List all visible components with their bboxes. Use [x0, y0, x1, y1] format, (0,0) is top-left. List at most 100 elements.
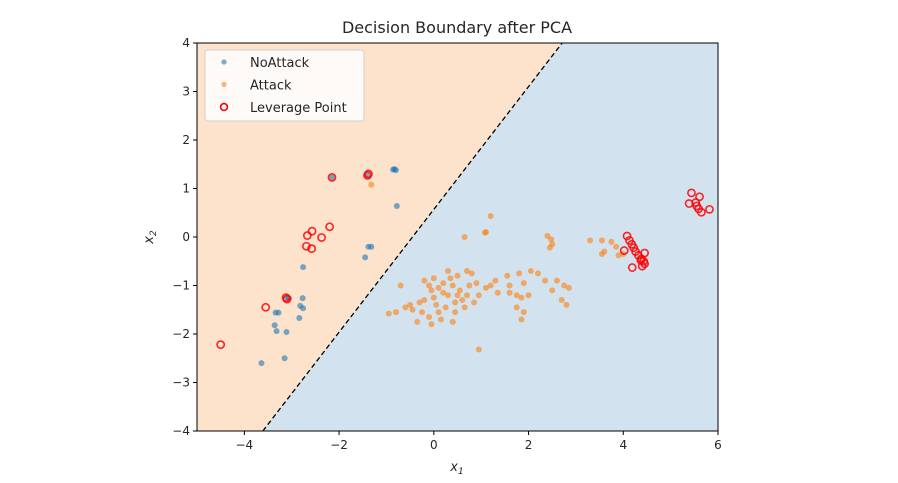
- attack-point: [558, 297, 565, 304]
- plot-area: [196, 42, 719, 432]
- attack-point: [442, 304, 449, 311]
- attack-point: [615, 252, 622, 259]
- attack-point: [449, 282, 456, 289]
- x-tick-label: 2: [525, 438, 533, 452]
- attack-point: [520, 309, 527, 316]
- leverage-point: [697, 207, 706, 217]
- leverage-point: [687, 188, 696, 198]
- attack-point: [482, 284, 489, 291]
- attack-point: [518, 316, 525, 323]
- x-axis-label-subscript: 1: [458, 467, 464, 477]
- attack-point: [520, 280, 527, 287]
- x-tick-label: −4: [236, 438, 254, 452]
- noattack-point: [299, 295, 306, 302]
- x-tick-label: 0: [430, 438, 438, 452]
- attack-point: [392, 309, 399, 316]
- attack-point: [494, 289, 501, 296]
- y-tick-label: 2: [182, 133, 190, 147]
- leverage-point: [216, 340, 226, 350]
- attack-point: [445, 267, 452, 274]
- attack-point: [613, 243, 620, 250]
- series-leverage-point: [216, 169, 714, 350]
- attack-point: [368, 181, 375, 188]
- noattack-point: [275, 309, 282, 316]
- noattack-point: [300, 305, 307, 312]
- attack-point: [513, 304, 520, 311]
- attack-point: [426, 282, 433, 289]
- y-tick-label: 4: [182, 36, 190, 50]
- leverage-point: [317, 233, 326, 242]
- attack-point: [447, 275, 454, 282]
- legend: NoAttack Attack Leverage Point: [204, 49, 365, 122]
- attack-point: [433, 301, 440, 308]
- attack-point: [456, 287, 463, 294]
- x-tick-label: −2: [330, 438, 348, 452]
- attack-point: [565, 284, 572, 291]
- legend-marker-dot: [221, 81, 227, 88]
- y-tick-label: −4: [172, 424, 190, 438]
- attack-point: [542, 277, 549, 284]
- y-tick-label: 1: [182, 182, 190, 196]
- attack-point: [421, 297, 428, 304]
- legend-label: Attack: [250, 79, 292, 94]
- leverage-point: [307, 226, 317, 236]
- attack-point: [418, 309, 425, 316]
- noattack-point: [273, 328, 280, 335]
- y-axis-label-base: x: [142, 236, 157, 245]
- attack-point: [608, 238, 615, 245]
- noattack-point: [390, 166, 397, 173]
- leverage-point: [325, 222, 335, 232]
- noattack-point: [258, 360, 265, 367]
- attack-point: [548, 236, 555, 243]
- noattack-point: [393, 202, 400, 209]
- attack-point: [473, 280, 480, 287]
- attack-point: [506, 282, 513, 289]
- attack-point: [535, 270, 542, 277]
- attack-point: [445, 292, 452, 299]
- attack-point: [463, 267, 470, 274]
- series-attack: [368, 181, 627, 353]
- leverage-point: [302, 241, 311, 251]
- attack-point: [459, 297, 466, 304]
- attack-point: [487, 282, 494, 289]
- y-tick-label: 0: [182, 230, 190, 244]
- attack-point: [481, 229, 488, 236]
- leverage-point: [364, 169, 373, 179]
- leverage-point: [622, 231, 632, 241]
- attack-point: [426, 314, 433, 321]
- decision-boundary-line: [262, 42, 563, 432]
- legend-marker-ring: [219, 102, 229, 112]
- leverage-point: [627, 263, 637, 272]
- x-axis-label-base: x: [449, 460, 458, 475]
- attack-point: [516, 270, 523, 277]
- attack-point: [428, 287, 435, 294]
- attack-point: [504, 272, 511, 279]
- x-tick-label: 6: [714, 438, 722, 452]
- leverage-point: [302, 231, 312, 240]
- x-axis-label: x1: [449, 460, 463, 477]
- attack-point: [430, 294, 437, 301]
- attack-point: [435, 284, 442, 291]
- attack-point: [475, 346, 482, 353]
- attack-point: [466, 282, 473, 289]
- attack-point: [409, 306, 416, 313]
- attack-point: [487, 213, 494, 220]
- leverage-point: [692, 201, 702, 211]
- attack-point: [463, 292, 470, 299]
- y-axis-label: x2: [142, 230, 159, 245]
- attack-point: [452, 309, 459, 316]
- noattack-point: [283, 329, 290, 336]
- y-axis-label-subscript: 2: [149, 230, 159, 236]
- leverage-point: [282, 294, 292, 304]
- attack-point: [454, 272, 461, 279]
- legend-marker-dot: [221, 59, 227, 65]
- x-tick-label: 4: [619, 438, 627, 452]
- attack-point: [437, 316, 444, 323]
- data-points: [216, 166, 714, 367]
- attack-point: [598, 237, 605, 244]
- attack-point: [416, 299, 423, 306]
- attack-point: [471, 299, 478, 306]
- leverage-point: [636, 255, 646, 265]
- attack-point: [546, 244, 553, 251]
- attack-point: [461, 304, 468, 311]
